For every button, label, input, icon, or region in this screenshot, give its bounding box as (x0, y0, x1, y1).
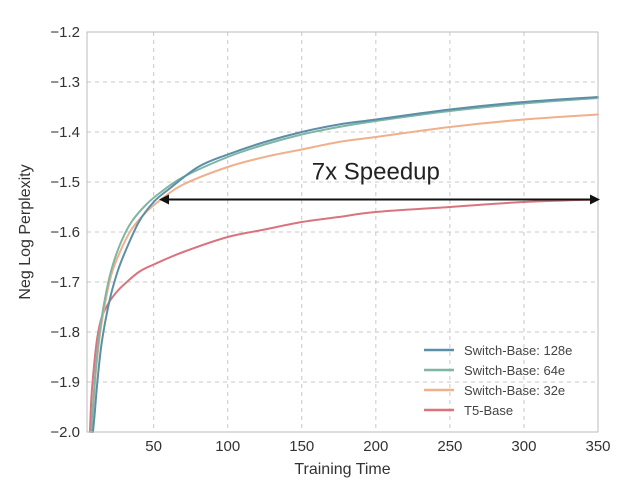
annotations: 7x Speedup (159, 159, 600, 205)
series-line-0 (91, 96, 599, 433)
y-tick-label: −2.0 (50, 424, 80, 441)
x-tick-label: 100 (215, 438, 240, 455)
y-tick-label: −1.2 (50, 24, 80, 41)
plot-area-frame (86, 31, 599, 433)
legend-label-3: T5-Base (464, 403, 513, 418)
y-axis-title: Neg Log Perplexity (17, 164, 34, 299)
tick-labels: 50 100 150 200 250 300 350 −2.0 −1.9 −1.8 −1.7 −1.6… (50, 24, 610, 455)
x-tick-label: 50 (145, 438, 162, 455)
y-tick-label: −1.5 (50, 174, 80, 191)
y-tick-label: −1.3 (50, 74, 80, 91)
y-tick-label: −1.8 (50, 324, 80, 341)
legend: Switch-Base: 128e Switch-Base: 64e Switch-… (424, 343, 572, 418)
speedup-label: 7x Speedup (312, 159, 440, 186)
legend-label-0: Switch-Base: 128e (464, 343, 572, 358)
y-tick-label: −1.7 (50, 274, 80, 291)
y-tick-label: −1.4 (50, 124, 80, 141)
x-tick-label: 200 (363, 438, 388, 455)
legend-label-1: Switch-Base: 64e (464, 363, 565, 378)
legend-label-2: Switch-Base: 32e (464, 383, 565, 398)
x-tick-label: 150 (289, 438, 314, 455)
series-line-3 (88, 198, 599, 433)
x-tick-label: 250 (437, 438, 462, 455)
series-line-1 (90, 97, 599, 433)
x-tick-label: 350 (585, 438, 610, 455)
x-axis-title: Training Time (294, 461, 390, 478)
x-tick-label: 300 (511, 438, 536, 455)
y-tick-label: −1.9 (50, 374, 80, 391)
y-tick-label: −1.6 (50, 224, 80, 241)
